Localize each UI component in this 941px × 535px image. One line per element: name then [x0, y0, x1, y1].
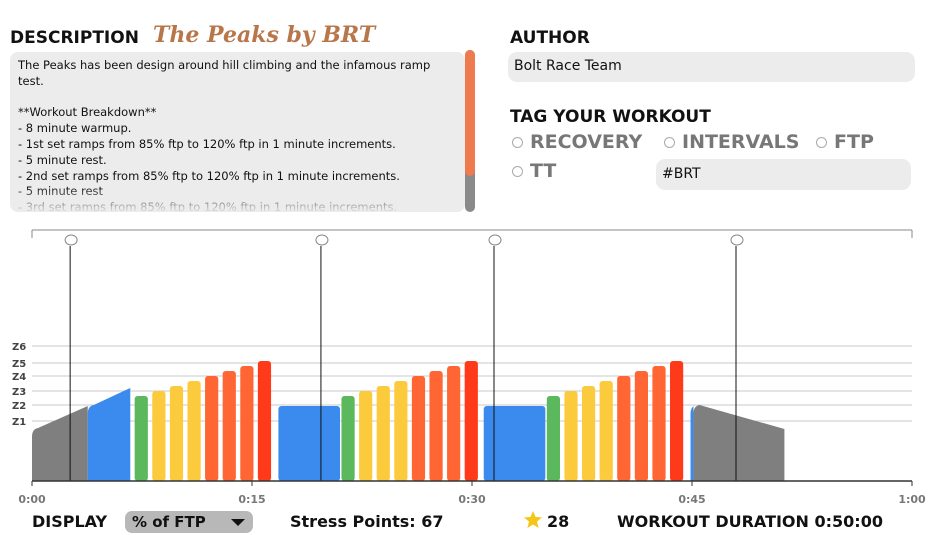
ramp-segment [87, 388, 131, 481]
display-label: DISPLAY [32, 512, 108, 531]
author-field[interactable]: Bolt Race Team [508, 52, 915, 82]
author-value: Bolt Race Team [514, 58, 622, 74]
caret-down-icon [231, 519, 245, 526]
workout-chart[interactable]: Z1 Z2 Z3 Z4 Z5 Z6 0:00 0:15 0:30 0:45 1:00 [0, 222, 941, 510]
x-tick-label: 0:15 [238, 493, 265, 506]
workout-title[interactable]: The Peaks by BRT [153, 22, 376, 48]
interval-bar [582, 386, 596, 481]
custom-tag-field[interactable]: #BRT [656, 159, 911, 190]
zone-label: Z1 [12, 417, 26, 428]
zone-label: Z5 [12, 359, 26, 370]
interval-bar [429, 371, 443, 481]
interval-bar [394, 381, 408, 481]
text-event-icon [64, 234, 78, 246]
custom-tag-value: #BRT [662, 166, 701, 182]
interval-bar [152, 391, 166, 481]
author-heading: AUTHOR [510, 28, 590, 48]
interval-bar [652, 366, 666, 481]
zone-label: Z2 [12, 401, 26, 412]
ramp-segment [690, 405, 697, 481]
interval-bar [341, 396, 355, 481]
interval-bar [257, 361, 272, 481]
radio-icon [816, 137, 827, 148]
ramp-segment [693, 405, 785, 481]
interval-bar [634, 371, 648, 481]
x-tick-label: 1:00 [898, 493, 926, 506]
tag-recovery-label: RECOVERY [530, 131, 643, 153]
tag-tt-label: TT [530, 160, 557, 182]
radio-icon [512, 166, 523, 177]
interval-bar [546, 396, 560, 481]
interval-bar [464, 361, 478, 481]
interval-bar [411, 376, 426, 481]
star-icon [523, 510, 543, 530]
description-scrollbar[interactable] [465, 50, 475, 212]
interval-bar [359, 391, 373, 481]
tag-intervals-label: INTERVALS [682, 131, 800, 153]
x-tick-label: 0:00 [18, 493, 46, 506]
interval-bar [483, 406, 546, 481]
description-textarea[interactable]: The Peaks has been design around hill cl… [10, 52, 465, 212]
radio-icon [664, 137, 675, 148]
zone-label: Z3 [12, 387, 26, 398]
x-tick-label: 0:30 [458, 493, 486, 506]
interval-bar [564, 391, 578, 481]
display-select[interactable]: % of FTP [125, 511, 253, 533]
zone-label: Z6 [12, 342, 26, 353]
ramp-segment [32, 406, 88, 481]
interval-bar [222, 371, 236, 481]
stress-points: Stress Points: 67 [290, 512, 444, 531]
interval-bar [187, 381, 201, 481]
interval-bar [240, 366, 254, 481]
description-fade [10, 186, 465, 212]
interval-bar [599, 381, 613, 481]
scrollbar-thumb[interactable] [465, 50, 475, 176]
workout-duration: WORKOUT DURATION 0:50:00 [617, 512, 883, 531]
text-event-icon [315, 234, 329, 246]
tags-heading: TAG YOUR WORKOUT [510, 107, 711, 127]
interval-bar [134, 396, 148, 481]
zone-label: Z4 [12, 372, 26, 383]
text-event-icon [730, 234, 744, 246]
interval-bar [670, 361, 684, 481]
interval-bar [376, 386, 390, 481]
x-tick-label: 0:45 [678, 493, 705, 506]
interval-bar [447, 366, 461, 481]
radio-icon [512, 137, 523, 148]
interval-bar [169, 386, 184, 481]
interval-bar [205, 376, 219, 481]
interval-bar [278, 406, 340, 481]
display-select-value: % of FTP [132, 513, 206, 531]
tag-ftp-label: FTP [834, 131, 874, 153]
description-heading: DESCRIPTION [10, 28, 139, 48]
star-count: 28 [547, 512, 570, 531]
interval-bar [617, 376, 631, 481]
text-event-icon [488, 234, 502, 246]
